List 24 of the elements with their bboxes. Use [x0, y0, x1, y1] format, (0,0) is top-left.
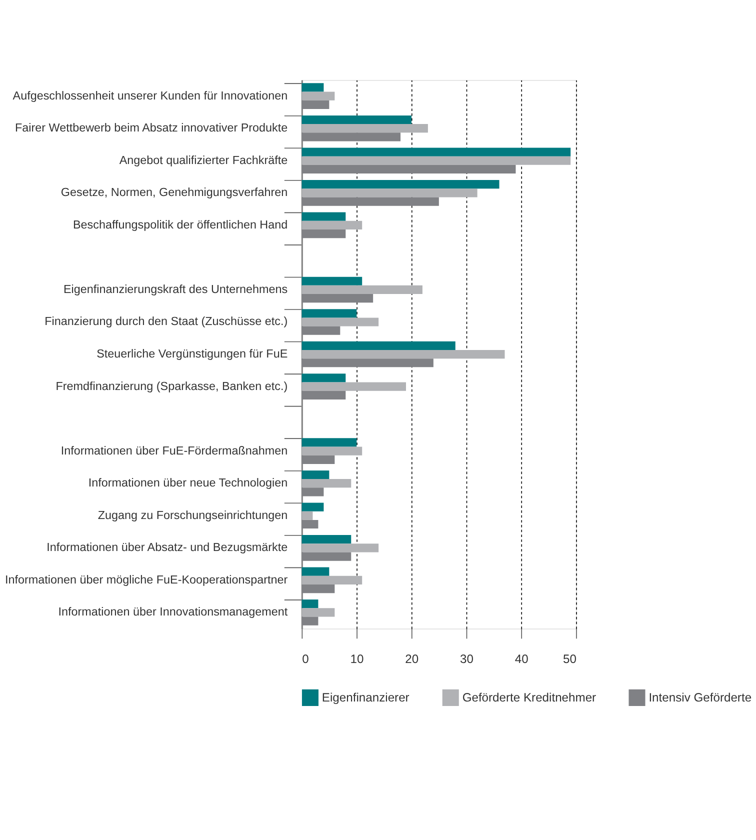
x-tick-label: 40 — [514, 652, 529, 666]
x-tick-label: 0 — [302, 652, 310, 666]
y-tick-label: Gesetze, Normen, Genehmigungsverfahren — [60, 186, 288, 200]
y-tick-label: Aufgeschlossenheit unserer Kunden für Innovationen — [12, 89, 288, 102]
y-tick-label: Informationen über Innovationsmanagement — [58, 606, 288, 619]
y-tick-label: Eigenfinanzierungskraft des Unternehmens — [63, 282, 288, 296]
y-tick-label: Beschaffungspolitik der öffentlichen Hand — [72, 218, 288, 232]
x-tick-label: 20 — [405, 652, 419, 666]
y-tick-label: Fremdfinanzierung (Sparkasse, Banken etc.) — [56, 380, 288, 393]
y-tick-label: Angebot qualifizierter Fachkräfte — [119, 154, 288, 167]
y-tick-label: Steuerliche Vergünstigungen für FuE — [96, 348, 288, 360]
legend-label: Geförderte Kreditnehmer — [462, 690, 596, 705]
legend-label: Intensiv Geförderte — [648, 690, 752, 705]
y-tick-label: Informationen über FuE-Fördermaßnahmen — [60, 444, 288, 458]
y-tick-label: Informationen über mögliche FuE-Kooperationspartner — [5, 573, 288, 586]
y-tick-label: Zugang zu Forschungseinrichtungen — [98, 508, 288, 522]
x-tick-label: 10 — [350, 652, 364, 666]
x-tick-label: 50 — [563, 652, 577, 666]
y-tick-label: Finanzierung durch den Staat (Zuschüsse etc.) — [44, 315, 288, 328]
y-tick-label: Fairer Wettbewerb beim Absatz innovativer Produkte — [15, 122, 288, 135]
x-tick-label: 30 — [460, 652, 474, 666]
y-tick-label: Informationen über neue Technologien — [88, 476, 288, 490]
y-tick-label: Informationen über Absatz- und Bezugsmärkte — [46, 541, 288, 554]
legend-label: Eigenfinanzierer — [322, 690, 410, 705]
